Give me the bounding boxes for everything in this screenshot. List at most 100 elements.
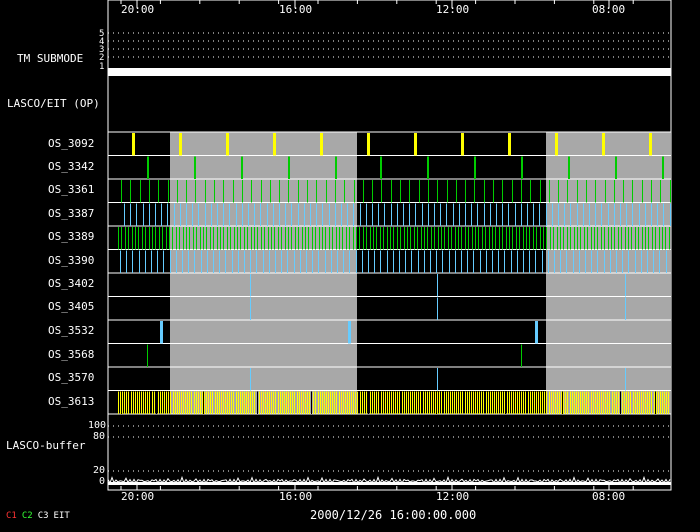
row-event-mark — [559, 391, 560, 414]
row-event-mark — [179, 227, 180, 250]
row-event-mark — [467, 250, 468, 273]
row-event-mark — [345, 391, 346, 414]
row-event-mark — [256, 250, 257, 273]
row-event-mark — [511, 250, 512, 273]
row-event-mark — [202, 391, 203, 414]
row-event-mark — [159, 227, 160, 250]
row-event-mark — [525, 391, 526, 414]
row-gray-band — [546, 155, 671, 179]
row-event-mark — [322, 391, 323, 414]
row-event-mark — [326, 391, 327, 414]
row-event-mark — [549, 391, 550, 414]
row-event-mark — [504, 250, 505, 273]
row-gray-band — [546, 343, 671, 367]
row-event-mark — [126, 391, 127, 414]
row-event-mark — [322, 203, 323, 226]
row-event-mark — [140, 180, 141, 203]
row-event-mark — [517, 391, 518, 414]
row-event-mark — [660, 391, 661, 414]
row-event-mark — [502, 180, 503, 203]
row-event-mark — [484, 203, 485, 226]
row-event-mark — [366, 391, 367, 414]
row-event-mark — [662, 391, 663, 414]
row-event-mark — [152, 391, 153, 414]
top-tick-2: 16:00 — [279, 3, 313, 16]
row-event-mark — [659, 250, 660, 273]
row-event-mark — [533, 203, 534, 226]
row-label-os3389: OS_3389 — [48, 230, 95, 243]
row-event-mark — [566, 250, 567, 273]
row-event-mark — [329, 203, 330, 226]
row-event-mark — [586, 391, 587, 414]
row-gray-band — [546, 273, 671, 297]
row-event-mark — [542, 391, 543, 414]
row-event-mark — [516, 227, 517, 250]
row-event-mark — [353, 391, 354, 414]
row-event-mark — [609, 391, 610, 414]
row-event-mark — [473, 250, 474, 273]
row-event-mark — [366, 203, 367, 226]
row-event-mark — [135, 391, 136, 414]
row-event-mark — [170, 391, 171, 414]
row-event-mark — [599, 391, 600, 414]
row-event-mark — [515, 391, 516, 414]
row-event-mark — [657, 203, 658, 226]
row-event-mark — [329, 227, 330, 250]
row-event-mark — [273, 203, 274, 226]
row-event-mark — [298, 227, 299, 250]
row-gray-band — [170, 226, 357, 250]
row-event-mark — [381, 180, 382, 203]
row-event-mark — [615, 156, 617, 179]
row-event-mark — [387, 227, 388, 250]
row-gray-band — [170, 179, 357, 203]
row-event-mark — [409, 203, 410, 226]
row-event-mark — [349, 391, 350, 414]
row-event-mark — [206, 227, 207, 250]
row-event-mark — [193, 227, 194, 250]
row-event-mark — [390, 227, 391, 250]
row-event-mark — [200, 227, 201, 250]
row-event-mark — [378, 391, 379, 414]
row-event-mark — [380, 156, 382, 179]
row-event-mark — [132, 133, 135, 156]
row-event-mark — [397, 391, 398, 414]
row-event-mark — [664, 391, 665, 414]
row-event-mark — [441, 227, 442, 250]
row-event-mark — [356, 227, 357, 250]
row-event-mark — [449, 250, 450, 273]
row-event-mark — [391, 203, 392, 226]
row-event-mark — [300, 250, 301, 273]
submode-level-bar — [108, 68, 671, 76]
row-event-mark — [236, 203, 237, 226]
row-event-mark — [498, 391, 499, 414]
row-event-mark — [175, 391, 176, 414]
row-event-mark — [279, 180, 280, 203]
row-event-mark — [509, 227, 510, 250]
row-event-mark — [663, 203, 664, 226]
row-event-mark — [572, 391, 573, 414]
row-event-mark — [563, 391, 564, 414]
row-event-mark — [267, 391, 268, 414]
row-event-mark — [595, 203, 596, 226]
row-event-mark — [316, 180, 317, 203]
row-event-mark — [645, 391, 646, 414]
row-event-mark — [414, 391, 415, 414]
row-event-mark — [220, 227, 221, 250]
row-event-mark — [242, 203, 243, 226]
row-event-mark — [335, 156, 337, 179]
row-event-mark — [349, 227, 350, 250]
row-event-mark — [527, 203, 528, 226]
row-event-mark — [251, 180, 252, 203]
row-event-mark — [217, 391, 218, 414]
row-event-mark — [614, 227, 615, 250]
row-event-mark — [351, 391, 352, 414]
row-event-mark — [362, 391, 363, 414]
row-event-mark — [257, 391, 258, 414]
row-event-mark — [588, 391, 589, 414]
row-event-mark — [626, 391, 627, 414]
row-event-mark — [425, 391, 426, 414]
row-event-mark — [232, 250, 233, 273]
row-event-mark — [618, 391, 619, 414]
row-event-mark — [120, 250, 121, 273]
row-event-mark — [508, 133, 511, 156]
